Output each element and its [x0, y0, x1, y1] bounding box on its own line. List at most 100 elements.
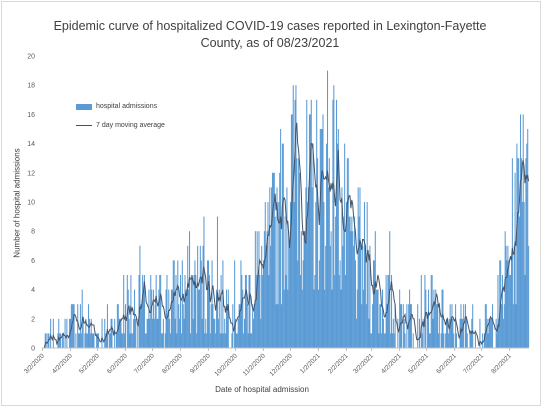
bar [160, 275, 162, 348]
bar [164, 333, 166, 348]
bar [184, 275, 186, 348]
bar [192, 318, 194, 348]
bar [142, 275, 144, 348]
bar [88, 318, 90, 348]
bar [122, 333, 124, 348]
bar [520, 158, 522, 348]
bar [80, 333, 82, 348]
bar [71, 304, 73, 348]
bar [461, 318, 463, 348]
bar [291, 114, 293, 349]
bar [181, 260, 183, 348]
bar [198, 289, 200, 348]
y-tick-label: 14 [27, 141, 35, 148]
bar [91, 333, 93, 348]
bar [490, 318, 492, 348]
bar [61, 333, 63, 348]
bar [174, 318, 176, 348]
bar [417, 304, 419, 348]
bar [261, 245, 263, 348]
bar [323, 202, 325, 348]
bar [489, 318, 491, 348]
bar [428, 333, 430, 348]
bar [363, 289, 365, 348]
bar [488, 318, 490, 348]
bar [253, 304, 255, 348]
chart-title-line-2: County, as of 08/23/2021 [200, 36, 340, 50]
bar [527, 129, 529, 348]
bar [443, 333, 445, 348]
bar [324, 289, 326, 348]
bar [254, 231, 256, 348]
bar [518, 158, 520, 348]
y-tick-label: 8 [31, 229, 35, 236]
bar [368, 318, 370, 348]
bar [260, 318, 262, 348]
bar [357, 187, 359, 348]
bar [242, 289, 244, 348]
bar [330, 231, 332, 348]
y-tick-label: 20 [27, 54, 35, 61]
bar [420, 275, 422, 348]
bar [408, 304, 410, 348]
bar [393, 333, 395, 348]
bar [460, 304, 462, 348]
bar [115, 333, 117, 348]
bar [350, 231, 352, 348]
bar [373, 260, 375, 348]
bar [157, 318, 159, 348]
bar [156, 318, 158, 348]
bar [222, 260, 224, 348]
bar [246, 304, 248, 348]
x-tick-label: 7/2/2020 [133, 352, 156, 375]
bar [114, 318, 116, 348]
bar [187, 245, 189, 348]
bar [92, 333, 94, 348]
bar [185, 289, 187, 348]
x-tick-label: 3/2/2020 [23, 352, 46, 375]
bar [348, 216, 350, 348]
bar [73, 304, 75, 348]
bar [248, 275, 250, 348]
bar [370, 333, 372, 348]
bar [297, 260, 299, 348]
bar [371, 333, 373, 348]
bar [315, 202, 317, 348]
bar [148, 289, 150, 348]
bar [421, 333, 423, 348]
bar [152, 289, 154, 348]
bar [301, 289, 303, 348]
x-tick-label: 3/2/2021 [352, 352, 375, 375]
bar [116, 304, 118, 348]
bar [179, 275, 182, 348]
bar [486, 318, 488, 348]
bar [86, 333, 88, 348]
bar [403, 318, 405, 348]
bar [158, 289, 160, 348]
bar [203, 216, 205, 348]
bar [170, 289, 173, 348]
bar [131, 333, 133, 348]
bar [186, 289, 188, 348]
bar [295, 85, 297, 348]
bar [282, 143, 284, 348]
y-tick-label: 16 [27, 112, 35, 119]
bar [510, 275, 512, 348]
bar [522, 114, 524, 349]
bar [170, 333, 172, 348]
bar [305, 187, 307, 348]
bar [130, 275, 132, 348]
bar [359, 187, 361, 348]
bar [482, 333, 484, 348]
bar [269, 187, 271, 348]
bar [479, 318, 481, 348]
bar [501, 275, 503, 348]
bar [235, 333, 237, 348]
bar [201, 318, 203, 348]
bar [302, 260, 304, 348]
bar [345, 202, 347, 348]
x-tick-label: 4/2/2020 [51, 352, 74, 375]
bar [513, 245, 515, 348]
bar [206, 333, 208, 348]
bar [52, 318, 54, 348]
